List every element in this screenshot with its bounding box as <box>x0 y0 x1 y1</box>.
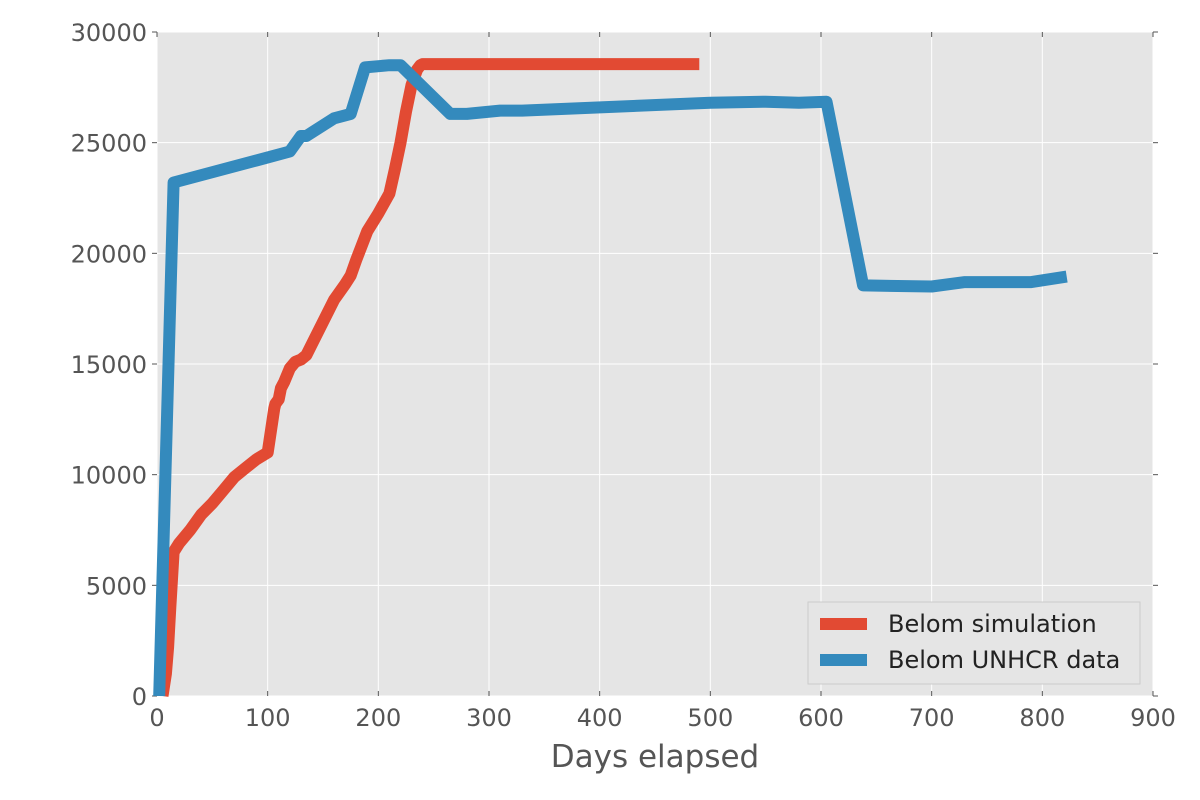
x-tick-label: 600 <box>798 704 844 732</box>
tick-labels: 0 100 200 300 400 500 600 700 800 900 0 5000 10000 15… <box>71 19 1176 732</box>
y-tick-label: 30000 <box>71 19 147 47</box>
y-tick-label: 10000 <box>71 462 147 490</box>
legend-label-unhcr: Belom UNHCR data <box>888 646 1120 674</box>
x-tick-label: 900 <box>1130 704 1176 732</box>
x-tick-label: 400 <box>577 704 623 732</box>
x-axis-title: Days elapsed <box>551 739 759 775</box>
series-lines <box>153 58 1068 697</box>
x-tick-label: 0 <box>149 704 164 732</box>
x-tick-label: 700 <box>909 704 955 732</box>
legend: Belom simulation Belom UNHCR data <box>807 601 1141 685</box>
y-tick-label: 15000 <box>71 351 147 379</box>
legend-box <box>807 601 1141 685</box>
y-tick-label: 25000 <box>71 130 147 158</box>
x-tick-label: 300 <box>466 704 512 732</box>
series-line-unhcr <box>153 59 1068 697</box>
x-tick-label: 200 <box>355 704 401 732</box>
axis-ticks <box>152 31 1158 697</box>
x-tick-label: 500 <box>687 704 733 732</box>
legend-label-simulation: Belom simulation <box>888 610 1097 638</box>
y-tick-label: 5000 <box>86 572 147 600</box>
y-tick-label: 0 <box>132 683 147 711</box>
x-tick-label: 100 <box>245 704 291 732</box>
series-line-simulation <box>156 58 700 697</box>
y-tick-label: 20000 <box>71 240 147 268</box>
x-tick-label: 800 <box>1019 704 1065 732</box>
